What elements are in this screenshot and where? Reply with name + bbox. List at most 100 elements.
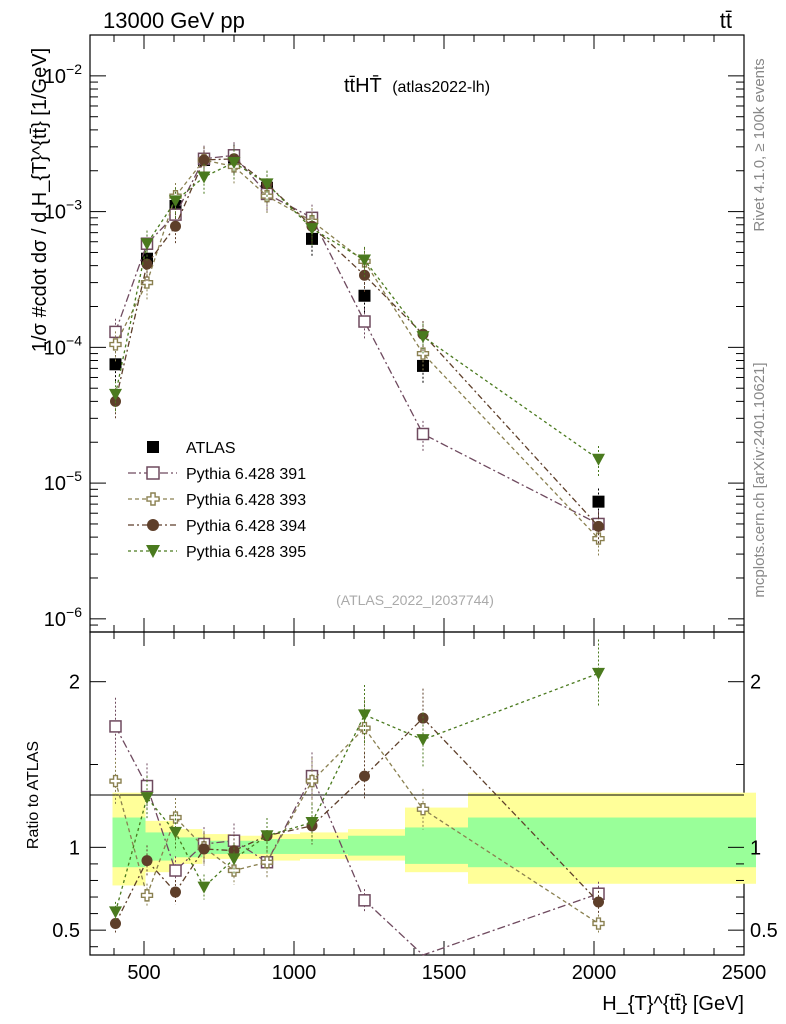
ratio-point-s395 <box>260 830 274 843</box>
axis-ticks <box>90 34 745 955</box>
data-point-s393 <box>140 276 154 289</box>
ratio-point-s394 <box>593 896 604 908</box>
ratio-point-s393 <box>169 811 182 824</box>
ratio-band-inner <box>348 835 405 856</box>
data-point-s395 <box>592 453 605 466</box>
ratio-band-inner <box>468 817 756 868</box>
data-point-s395 <box>260 178 274 191</box>
legend: ATLAS Pythia 6.428 391 Pythia 6.428 393 Pyt… <box>128 440 306 561</box>
ratio-point-s395 <box>305 816 319 829</box>
ratio-band-inner <box>112 817 146 868</box>
series-line-s395 <box>114 672 599 913</box>
ratio-point-s393 <box>140 889 154 902</box>
series-line-s394 <box>114 158 599 527</box>
legend-marker-s393 <box>146 492 160 506</box>
series-line-s395 <box>114 161 599 460</box>
series-line-s393 <box>114 159 599 540</box>
ratio-y-tick-label: 0.5 <box>750 920 778 942</box>
ratio-point-s394 <box>110 918 121 930</box>
data-point-s395 <box>140 238 154 251</box>
ratio-y-tick-label: 1 <box>69 837 80 859</box>
data-point-s395 <box>305 223 319 236</box>
series-line-s391 <box>114 154 599 525</box>
analysis-tag: (ATLAS_2022_I2037744) <box>336 592 494 608</box>
x-tick-label: 2500 <box>722 962 767 984</box>
data-point-s395 <box>197 171 211 184</box>
plot-title-main: tt̄HT̄ <box>344 74 382 97</box>
ratio-band-inner <box>264 839 300 854</box>
x-axis-title: H_{T}^{tt̄} [GeV] <box>602 993 744 1015</box>
data-point-s395 <box>109 388 122 401</box>
ratio-point-s395 <box>197 881 211 894</box>
ratio-point-s394 <box>170 886 181 898</box>
ratio-uncertainty-bands <box>112 792 756 886</box>
x-tick-label: 500 <box>127 962 160 984</box>
ratio-point-s394 <box>228 845 240 857</box>
data-point-data <box>592 495 605 508</box>
axis-tick-labels: 500 1000 1500 2000 2500 10−6 10−5 10−4 10−3 10−2 0… <box>44 61 778 984</box>
ratio-y-tick-label: 2 <box>750 672 761 694</box>
ratio-point-s394 <box>359 770 370 782</box>
ratio-point-s395 <box>109 906 122 919</box>
legend-label-s391: Pythia 6.428 391 <box>186 466 306 483</box>
y-tick-label: 10−4 <box>44 332 82 359</box>
series-line-s394 <box>114 717 599 924</box>
ratio-point-s393 <box>592 917 605 930</box>
data-point-s394 <box>198 154 210 166</box>
plot-title-sub: (atlas2022-lh) <box>392 79 490 96</box>
data-point-s394 <box>141 258 153 270</box>
legend-label-s393: Pythia 6.428 393 <box>186 492 306 509</box>
ratio-point-s395 <box>592 667 605 680</box>
legend-label-s394: Pythia 6.428 394 <box>186 518 306 535</box>
ratio-point-s395 <box>416 734 430 747</box>
x-tick-label: 2000 <box>572 962 617 984</box>
legend-label-data: ATLAS <box>186 440 236 457</box>
y-tick-label: 10−5 <box>44 468 82 495</box>
main-series-layer <box>109 142 605 556</box>
x-tick-label: 1500 <box>422 962 467 984</box>
data-point-s395 <box>169 195 182 208</box>
legend-marker-data <box>147 441 159 453</box>
data-point-s391 <box>358 315 371 328</box>
data-point-s393 <box>416 347 430 360</box>
x-tick-label: 1000 <box>272 962 317 984</box>
data-point-s395 <box>227 157 241 170</box>
header-right: tt̄ <box>720 8 732 33</box>
ratio-y-tick-label: 1 <box>750 837 761 859</box>
header-left: 13000 GeV pp <box>103 8 245 33</box>
ratio-y-tick-label: 0.5 <box>52 920 80 942</box>
ratio-point-s393 <box>227 864 241 877</box>
data-point-s395 <box>358 254 371 267</box>
ratio-point-s393 <box>416 803 430 816</box>
y-tick-label: 10−3 <box>44 197 82 224</box>
y-tick-label: 10−6 <box>44 604 82 631</box>
data-point-s391 <box>416 427 430 441</box>
plot-title: tt̄HT̄ (atlas2022-lh) <box>344 74 490 97</box>
series-line-s391 <box>114 726 599 956</box>
main-panel-frame <box>89 34 745 633</box>
ratio-point-s395 <box>227 853 241 866</box>
data-point-s394 <box>593 520 604 532</box>
rivet-label: Rivet 4.1.0, ≥ 100k events <box>751 58 768 231</box>
data-point-data <box>109 358 122 371</box>
data-point-s395 <box>416 331 430 344</box>
ratio-band-inner <box>405 827 468 864</box>
ratio-point-s394 <box>198 843 210 855</box>
legend-marker-s395 <box>146 545 160 558</box>
legend-label-s395: Pythia 6.428 395 <box>186 544 306 561</box>
ratio-band-inner <box>145 832 174 861</box>
ratio-point-s395 <box>169 826 182 839</box>
ratio-point-s391 <box>169 864 182 877</box>
ratio-point-s391 <box>358 894 371 907</box>
data-point-s393 <box>109 338 122 351</box>
main-y-axis-title: 1/σ #cdot dσ / d H_{T}^{tt̄} [1/GeV] <box>29 48 51 352</box>
ratio-point-s393 <box>109 774 122 788</box>
series-line-s393 <box>114 727 599 925</box>
data-point-data <box>358 289 371 302</box>
ratio-point-s394 <box>141 855 153 867</box>
ratio-band-inner <box>300 839 348 854</box>
ratio-y-axis-title: Ratio to ATLAS <box>25 741 42 849</box>
ratio-point-s391 <box>109 720 122 733</box>
ratio-series-layer <box>109 639 605 956</box>
y-tick-label: 10−2 <box>44 61 82 88</box>
